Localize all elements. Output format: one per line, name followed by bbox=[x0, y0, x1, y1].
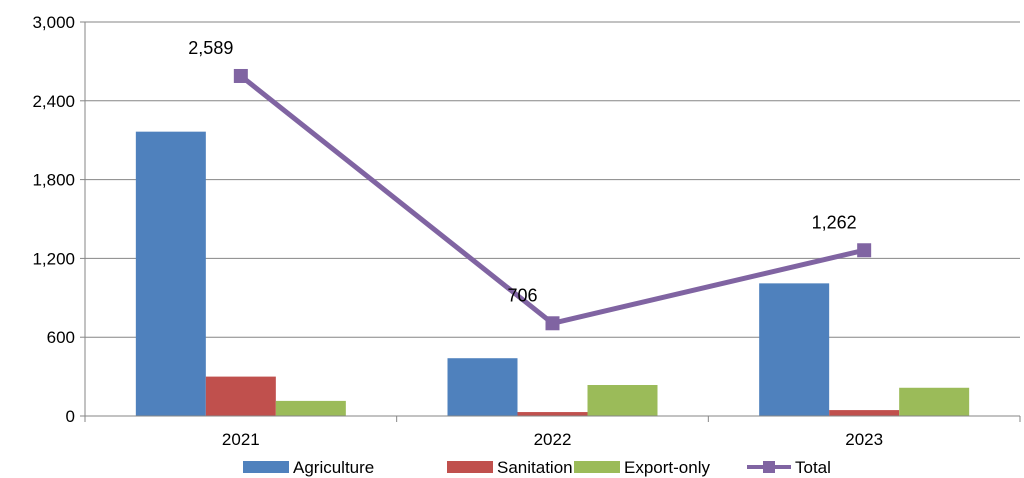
bar-agriculture-2023 bbox=[759, 283, 830, 416]
x-tick-label: 2021 bbox=[222, 430, 260, 449]
bar-export-only-2022 bbox=[587, 385, 658, 416]
legend-item-sanitation: Sanitation bbox=[447, 458, 573, 477]
y-tick-label: 2,400 bbox=[32, 92, 75, 111]
legend-label: Total bbox=[795, 458, 831, 477]
data-labels: 2,589 706 1,262 bbox=[188, 38, 856, 305]
bar-sanitation-2023 bbox=[829, 410, 900, 416]
data-label-total-2021: 2,589 bbox=[188, 38, 233, 58]
data-label-total-2022: 706 bbox=[507, 285, 537, 305]
y-tick-label: 1,200 bbox=[32, 249, 75, 268]
legend-swatch bbox=[574, 461, 620, 473]
y-tick-label: 0 bbox=[66, 407, 75, 426]
bar-export-only-2023 bbox=[899, 387, 970, 416]
total-marker-2023 bbox=[857, 243, 872, 258]
bar-sanitation-2021 bbox=[205, 376, 276, 416]
y-axis-tick-labels: 0 600 1,200 1,800 2,400 3,000 bbox=[32, 13, 85, 426]
bar-agriculture-2021 bbox=[135, 131, 206, 416]
legend-item-export-only: Export-only bbox=[574, 458, 710, 477]
bar-export-only-2021 bbox=[275, 400, 346, 416]
legend-label: Agriculture bbox=[293, 458, 374, 477]
x-tick-label: 2022 bbox=[534, 430, 572, 449]
y-tick-label: 600 bbox=[47, 328, 75, 347]
legend-item-agriculture: Agriculture bbox=[243, 458, 374, 477]
legend-swatch bbox=[243, 461, 289, 473]
bar-series bbox=[135, 131, 970, 416]
y-tick-label: 1,800 bbox=[32, 171, 75, 190]
bar-series-agriculture bbox=[135, 131, 830, 416]
x-tick-label: 2023 bbox=[845, 430, 883, 449]
legend-swatch-marker bbox=[763, 461, 775, 473]
total-line-series bbox=[233, 68, 872, 331]
data-label-total-2023: 1,262 bbox=[812, 212, 857, 232]
bar-sanitation-2022 bbox=[517, 412, 588, 416]
bar-series-export-only bbox=[275, 385, 970, 416]
bar-series-sanitation bbox=[205, 376, 900, 416]
legend: Agriculture Sanitation Export-only Total bbox=[243, 458, 831, 477]
total-marker-2021 bbox=[233, 68, 248, 83]
y-tick-label: 3,000 bbox=[32, 13, 75, 32]
legend-swatch bbox=[447, 461, 493, 473]
gridlines bbox=[85, 21, 1020, 338]
legend-label: Sanitation bbox=[497, 458, 573, 477]
legend-item-total: Total bbox=[747, 458, 831, 477]
bar-agriculture-2022 bbox=[447, 358, 518, 416]
total-marker-2022 bbox=[545, 316, 560, 331]
x-axis-ticks: 2021 2022 2023 bbox=[84, 416, 1021, 449]
legend-label: Export-only bbox=[624, 458, 710, 477]
